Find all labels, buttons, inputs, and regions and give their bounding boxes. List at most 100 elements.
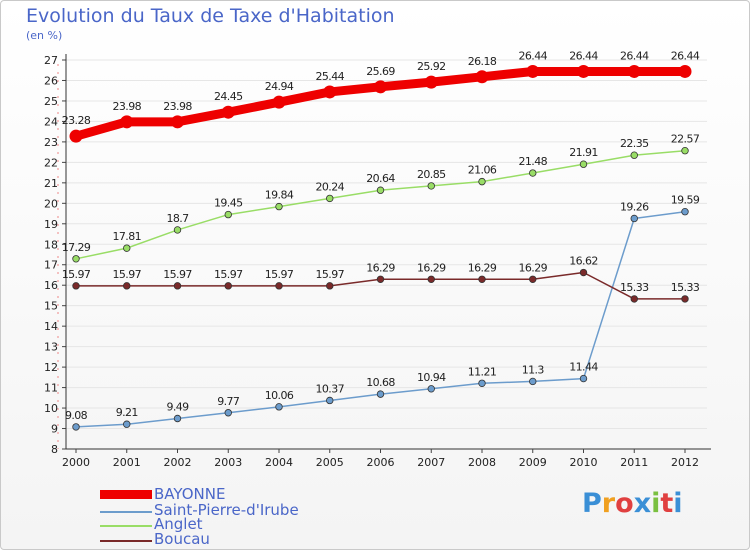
y-tick-label: 17: [44, 259, 58, 272]
data-point: [326, 282, 334, 290]
data-label: 15.97: [316, 268, 345, 281]
data-label: 15.97: [113, 268, 142, 281]
y-tick-label: 20: [44, 197, 58, 210]
data-point: [577, 64, 590, 78]
data-label: 10.06: [265, 389, 294, 402]
x-tick-label: 2007: [417, 456, 445, 469]
data-point: [376, 275, 385, 283]
data-label: 22.57: [671, 133, 700, 146]
data-label: 10.94: [417, 371, 446, 384]
data-point: [173, 414, 182, 423]
y-tick-label: 13: [44, 341, 58, 354]
x-tick-label: 2005: [316, 456, 344, 469]
y-tick-label: 10: [44, 402, 58, 415]
data-point: [275, 403, 283, 411]
data-point: [171, 115, 184, 129]
y-tick-label: 8: [51, 443, 58, 456]
data-label: 26.18: [468, 55, 497, 68]
data-point: [579, 268, 588, 277]
data-point: [123, 244, 131, 252]
logo-letter: i: [673, 488, 683, 519]
data-label: 15.33: [620, 281, 649, 294]
data-point: [630, 295, 638, 303]
data-label: 11.3: [522, 363, 545, 376]
data-label: 25.92: [417, 60, 446, 73]
y-tick-label: 14: [44, 320, 58, 333]
y-tick-label: 18: [44, 238, 58, 251]
data-point: [173, 282, 182, 290]
data-point: [72, 282, 80, 290]
data-label: 16.29: [366, 261, 395, 274]
data-label: 22.35: [620, 137, 649, 150]
x-tick-label: 2006: [367, 456, 395, 469]
logo-letter: o: [615, 488, 634, 519]
x-tick-label: 2000: [62, 456, 90, 469]
data-point: [275, 202, 283, 211]
logo-letter: t: [660, 488, 674, 519]
y-tick-label: 22: [44, 156, 58, 169]
y-tick-label: 21: [44, 177, 58, 190]
legend-swatch: [100, 490, 152, 499]
data-point: [427, 385, 435, 393]
data-point: [323, 85, 337, 99]
data-point: [529, 377, 537, 386]
data-point: [627, 64, 641, 78]
data-label: 10.37: [316, 382, 345, 395]
x-tick-label: 2009: [519, 456, 547, 469]
data-label: 17.81: [113, 230, 142, 243]
data-label: 19.59: [671, 194, 700, 207]
data-point: [326, 194, 334, 203]
y-tick-label: 25: [44, 95, 58, 108]
legend-label: Saint-Pierre-d'Irube: [154, 501, 299, 519]
data-label: 23.28: [62, 114, 91, 127]
data-label: 24.94: [265, 80, 294, 93]
data-label: 19.26: [620, 200, 649, 213]
data-label: 9.21: [116, 406, 138, 419]
data-point: [424, 75, 438, 89]
data-point: [224, 409, 232, 417]
data-point: [326, 396, 334, 405]
data-label: 21.91: [569, 146, 598, 159]
y-tick-label: 11: [44, 382, 58, 395]
data-point: [272, 95, 286, 109]
data-label: 16.29: [519, 261, 548, 274]
x-tick-label: 2004: [265, 456, 293, 469]
data-label: 26.44: [569, 49, 598, 62]
data-label: 24.45: [214, 90, 243, 103]
legend-swatch: [100, 525, 152, 527]
x-tick-label: 2011: [620, 456, 648, 469]
x-tick-label: 2012: [671, 456, 699, 469]
legend-swatch: [100, 511, 152, 513]
y-tick-label: 23: [44, 136, 58, 149]
data-point: [529, 169, 537, 177]
chart-title: Evolution du Taux de Taxe d'Habitation: [26, 5, 395, 27]
y-tick-label: 16: [44, 279, 58, 292]
data-point: [579, 160, 588, 168]
data-label: 20.24: [316, 180, 345, 193]
data-label: 9.49: [166, 400, 189, 413]
data-point: [630, 214, 638, 223]
data-point: [681, 146, 689, 155]
data-point: [376, 390, 385, 398]
data-label: 18.7: [166, 212, 189, 225]
logo-letter: P: [582, 488, 602, 519]
data-point: [427, 275, 435, 283]
legend-swatch: [100, 540, 152, 542]
data-point: [221, 105, 235, 119]
data-point: [374, 80, 387, 94]
chart-unit-label: (en %): [26, 29, 63, 42]
data-label: 26.44: [671, 49, 700, 62]
data-label: 17.29: [62, 241, 91, 254]
data-point: [478, 177, 486, 186]
data-point: [120, 115, 134, 129]
data-label: 16.62: [569, 255, 598, 268]
x-tick-label: 2010: [570, 456, 598, 469]
data-label: 11.21: [468, 365, 497, 378]
data-point: [427, 182, 435, 190]
data-label: 9.77: [217, 395, 240, 408]
data-label: 20.64: [366, 172, 395, 185]
data-label: 19.84: [265, 189, 294, 202]
data-label: 15.33: [671, 281, 700, 294]
data-point: [275, 282, 283, 290]
logo-letter: r: [601, 488, 616, 519]
